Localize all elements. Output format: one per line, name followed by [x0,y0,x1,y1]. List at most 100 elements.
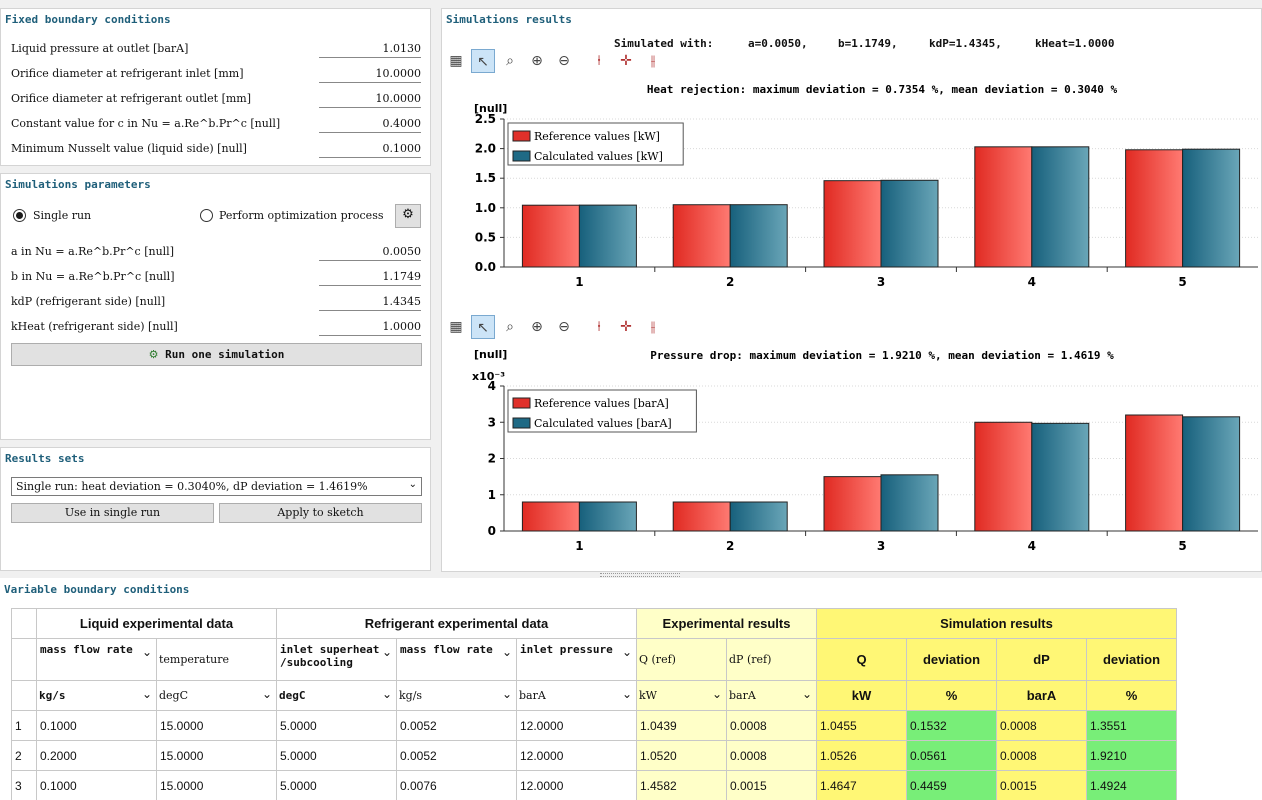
table-cell[interactable]: 5.0000 [276,770,397,800]
param-row-input[interactable]: 0.0050 [319,243,421,261]
column-header-superheat[interactable]: inlet superheat /subcooling [276,638,397,681]
column-header-temperature[interactable]: temperature [156,638,277,681]
x-tick-label: 4 [1028,275,1036,289]
use-in-single-run-button[interactable]: Use in single run [11,503,214,523]
results-set-select[interactable]: Single run: heat deviation = 0.3040%, dP… [11,477,422,496]
splitter-handle[interactable] [600,573,680,577]
table-cell[interactable]: 1.4582 [636,770,727,800]
table-cell: 0.0008 [996,740,1087,771]
zoom-out-icon[interactable]: ⊖ [558,53,570,69]
zoom-reset-icon[interactable]: ⌕ [506,53,514,69]
param-row-input[interactable]: 1.4345 [319,293,421,311]
column-header-mass-flow[interactable]: mass flow rate [36,638,157,681]
single-run-label[interactable]: Single run [33,209,92,222]
legend-swatch [512,397,531,409]
column-header-dp-ref[interactable]: dP (ref) [726,638,817,681]
y-axis-label: [null] [474,102,507,115]
table-cell[interactable]: 12.0000 [516,740,637,771]
marker-icon[interactable]: ⍿ [597,319,601,335]
apply-to-sketch-button[interactable]: Apply to sketch [219,503,422,523]
param-row: b in Nu = a.Re^b.Pr^c [null] 1.1749 [11,266,421,288]
param-row-input[interactable]: 1.1749 [319,268,421,286]
table-cell[interactable]: 0.0008 [726,740,817,771]
table-cell[interactable]: 5.0000 [276,740,397,771]
optimize-radio[interactable] [200,209,213,222]
table-cell[interactable]: 0.0076 [396,770,517,800]
zoom-in-icon[interactable]: ⊕ [531,53,543,69]
unit-select-q-ref[interactable]: kW [636,680,727,711]
crosshair-icon[interactable]: ✛ [620,53,632,69]
unit-select-inlet-pressure[interactable]: barA [516,680,637,711]
pointer-icon[interactable]: ↖ [471,49,495,73]
corner-cell [11,608,37,639]
pointer-icon[interactable]: ↖ [471,315,495,339]
unit-select-mass-flow[interactable]: kg/s [36,680,157,711]
fixed-row-input[interactable]: 10.0000 [319,90,421,108]
table-cell[interactable]: 0.0015 [726,770,817,800]
simulation-params-panel: Simulations parameters Single run Perfor… [0,173,431,440]
fixed-row-label: Liquid pressure at outlet [barA] [11,42,189,55]
unit-select-refrigerant-mass-flow[interactable]: kg/s [396,680,517,711]
unit-select-temperature[interactable]: degC [156,680,277,711]
optimize-label[interactable]: Perform optimization process [219,209,384,222]
marker-icon[interactable]: ⍿ [597,53,601,69]
group-header-simulation: Simulation results [816,608,1177,639]
column-header-q: Q [816,638,907,681]
param-row-input[interactable]: 1.0000 [319,318,421,336]
fixed-row: Minimum Nusselt value (liquid side) [nul… [11,138,421,160]
fixed-boundary-title: Fixed boundary conditions [5,13,171,26]
table-cell[interactable]: 0.1000 [36,770,157,800]
table-cell[interactable]: 5.0000 [276,710,397,741]
table-cell[interactable]: 0.0052 [396,710,517,741]
multi-marker-icon[interactable]: ⫲ [650,319,656,335]
group-header-experimental: Experimental results [636,608,817,639]
crosshair-icon[interactable]: ✛ [620,319,632,335]
pressure-drop-chart: Pressure drop: maximum deviation = 1.921… [472,348,1258,553]
optimize-settings-button[interactable]: ⚙ [395,204,421,228]
variable-boundary-panel: Variable boundary conditions Liquid expe… [0,578,1262,800]
fixed-row-input[interactable]: 10.0000 [319,65,421,83]
y-axis-label: [null] [474,348,507,361]
data-table-icon[interactable]: ▦ [449,53,463,69]
group-header-refrigerant: Refrigerant experimental data [276,608,637,639]
data-table-icon[interactable]: ▦ [449,319,463,335]
table-cell[interactable]: 15.0000 [156,740,277,771]
column-header-q-ref[interactable]: Q (ref) [636,638,727,681]
fixed-row-input[interactable]: 1.0130 [319,40,421,58]
unit-select-dp-ref[interactable]: barA [726,680,817,711]
column-header-refrigerant-mass-flow[interactable]: mass flow rate [396,638,517,681]
bar [1031,146,1090,268]
fixed-row-input[interactable]: 0.4000 [319,115,421,133]
y-tick-label: 3 [488,415,496,429]
table-cell[interactable]: 15.0000 [156,710,277,741]
multi-marker-icon[interactable]: ⫲ [650,53,656,69]
table-cell[interactable]: 12.0000 [516,770,637,800]
table-cell[interactable]: 0.0052 [396,740,517,771]
table-cell[interactable]: 12.0000 [516,710,637,741]
table-cell[interactable]: 1.0520 [636,740,727,771]
fixed-row-label: Orifice diameter at refrigerant outlet [… [11,92,252,105]
x-tick-label: 2 [726,275,734,289]
table-cell[interactable]: 0.0008 [726,710,817,741]
table-cell[interactable]: 0.1000 [36,710,157,741]
simulated-with-label: Simulated with: [614,37,714,50]
zoom-out-icon[interactable]: ⊖ [558,319,570,335]
single-run-radio[interactable] [13,209,26,222]
table-cell[interactable]: 1.0439 [636,710,727,741]
table-cell: 1.3551 [1086,710,1177,741]
table-cell: 0.1532 [906,710,997,741]
variable-boundary-title: Variable boundary conditions [4,583,190,596]
table-cell[interactable]: 0.2000 [36,740,157,771]
run-simulation-button[interactable]: ⚙ Run one simulation [11,343,422,366]
bar [1031,422,1090,532]
zoom-reset-icon[interactable]: ⌕ [506,319,514,335]
table-cell[interactable]: 15.0000 [156,770,277,800]
legend-label: Reference values [kW] [534,130,660,143]
unit-select-superheat[interactable]: degC [276,680,397,711]
table-cell: 1.0455 [816,710,907,741]
fixed-row-input[interactable]: 0.1000 [319,140,421,158]
table-cell: 1.4647 [816,770,907,800]
column-header-inlet-pressure[interactable]: inlet pressure [516,638,637,681]
chart-toolbar: ▦ ↖ ⌕ ⊕ ⊖ ⍿ ✛ ⫲ [444,315,1259,339]
zoom-in-icon[interactable]: ⊕ [531,319,543,335]
